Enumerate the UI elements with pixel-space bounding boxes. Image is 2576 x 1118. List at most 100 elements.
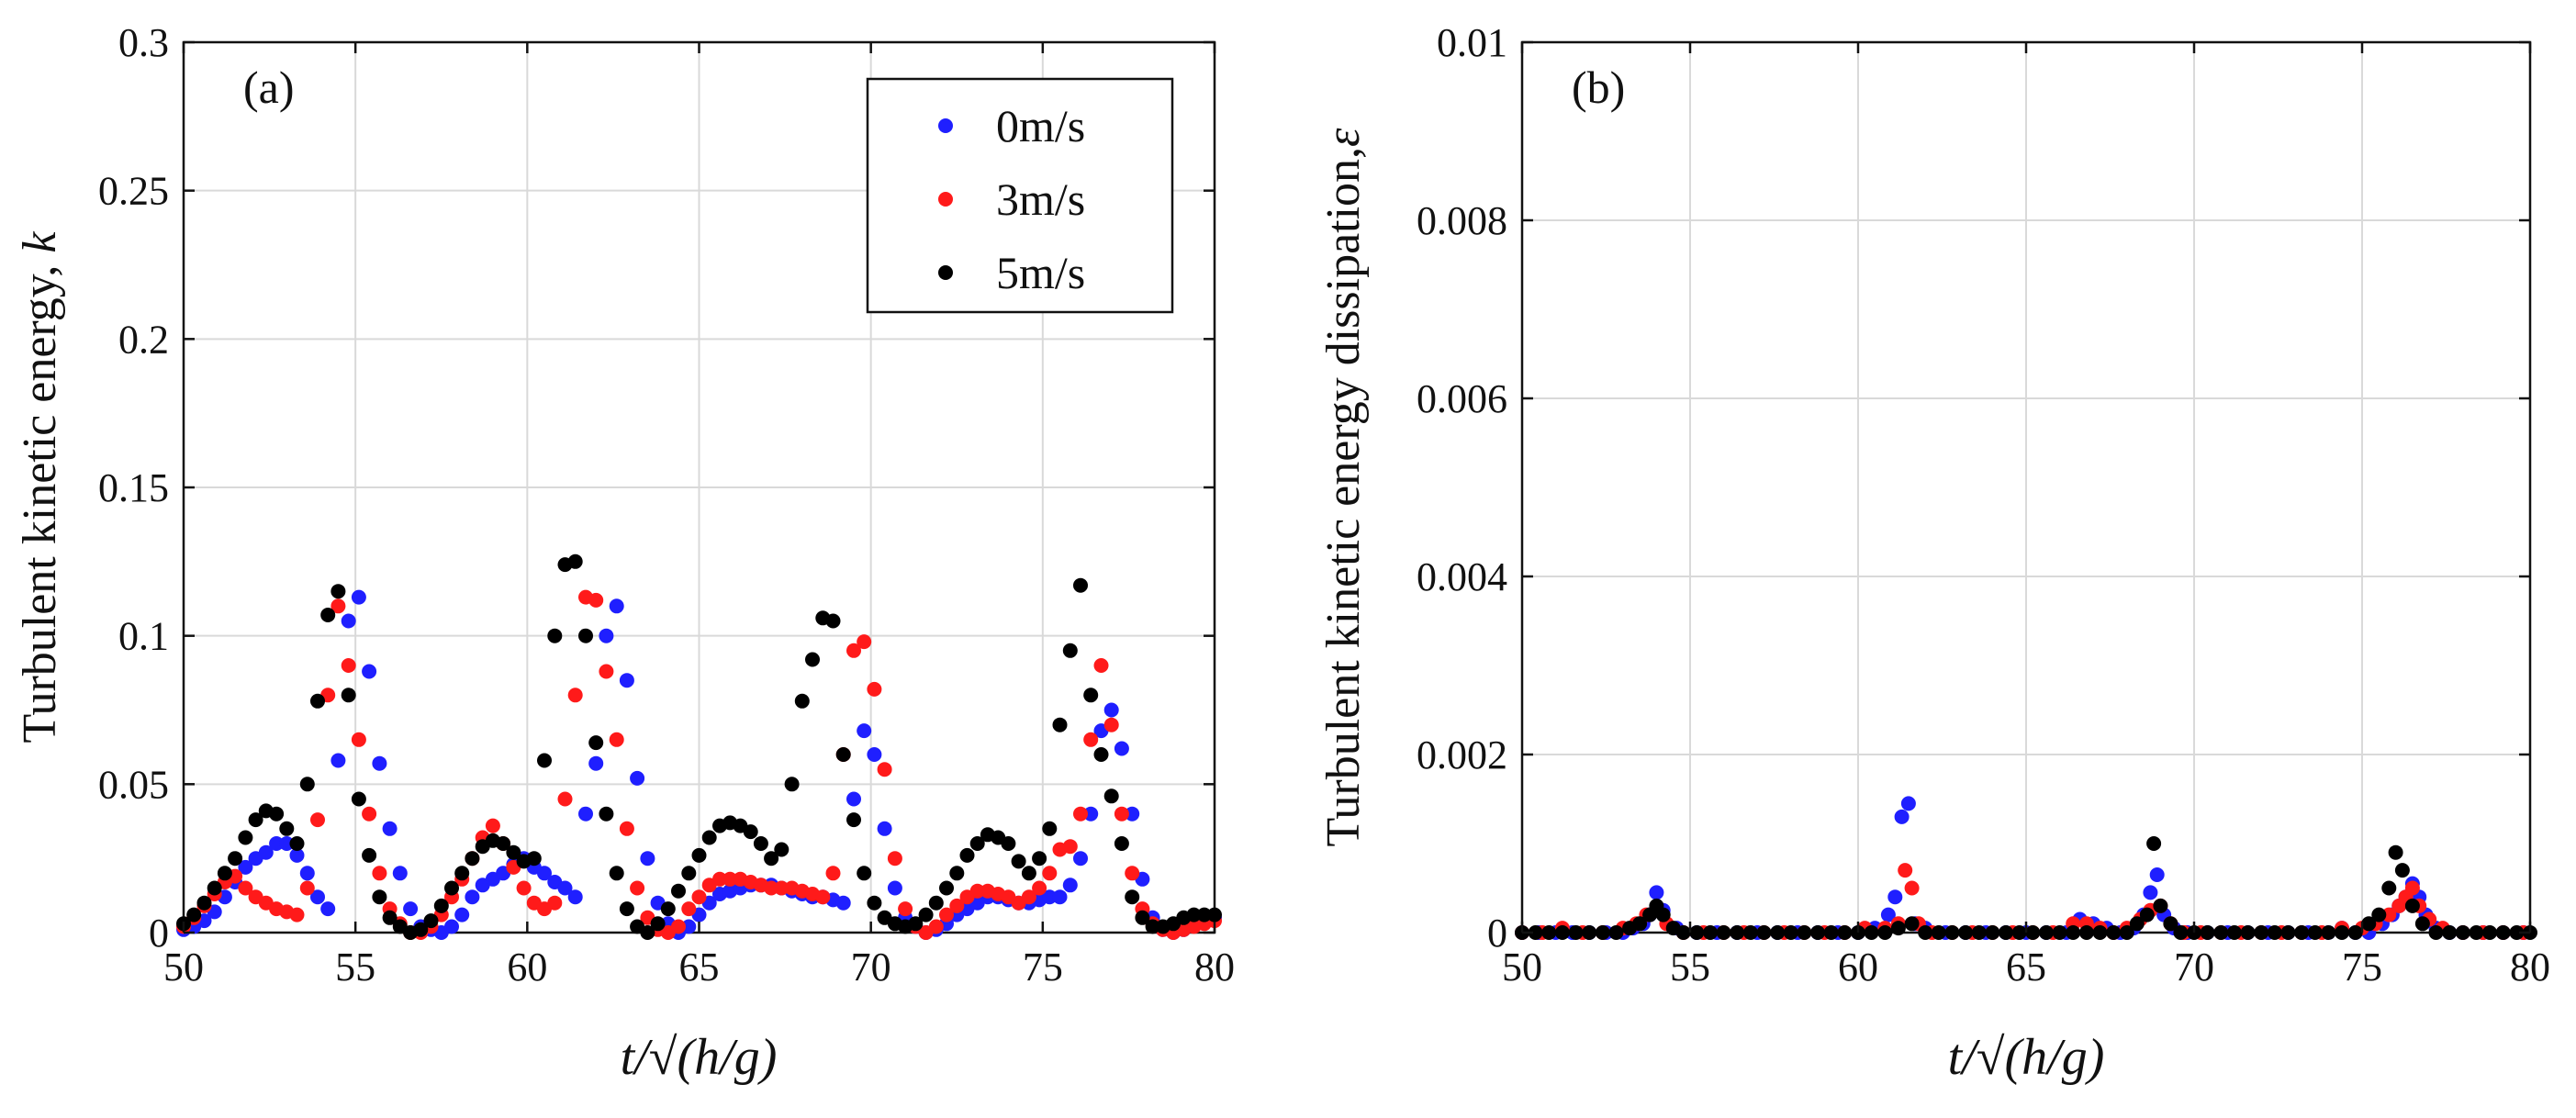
panel-a-point-5ms [650, 916, 666, 932]
panel-b-point-5ms [1655, 907, 1671, 922]
panel-a-point-5ms [640, 925, 655, 940]
panel-a-point-3ms [299, 880, 315, 896]
panel-a-point-3ms [567, 688, 583, 703]
panel-a-point-0ms [372, 755, 387, 771]
panel-a-point-5ms [506, 844, 521, 860]
panel-b-point-3ms [1904, 880, 1920, 896]
panel-b-point-5ms [2078, 925, 2094, 940]
panel-a-point-5ms [1083, 688, 1099, 703]
panel-a-point-5ms [1093, 747, 1109, 762]
panel-a-point-3ms [969, 883, 985, 899]
panel-a-point-0ms [1103, 702, 1119, 718]
panel-b-point-5ms [2404, 898, 2420, 913]
panel-a-xtick-label: 65 [679, 945, 720, 989]
panel-b-point-5ms [1541, 925, 1557, 940]
panel-a-xtick-label: 70 [851, 945, 891, 989]
panel-a-point-5ms [599, 806, 614, 822]
panel-a-point-5ms [619, 901, 634, 917]
panel-a-point-0ms [537, 866, 552, 881]
panel-b-point-5ms [1810, 925, 1826, 940]
panel-a-point-5ms [228, 851, 243, 866]
panel-a-point-5ms [217, 866, 232, 881]
panel-b: 50 55 60 65 70 75 8000.0020.0040.0060.0080.01 … [1317, 20, 2550, 1086]
panel-a-xtick-label: 55 [335, 945, 375, 989]
panel-a-point-3ms [681, 901, 697, 917]
panel-b-point-3ms [1898, 863, 1913, 878]
panel-a-xtick-label: 75 [1023, 945, 1063, 989]
panel-b-point-5ms [1675, 925, 1691, 940]
panel-b-points [1515, 796, 2537, 940]
panel-a-point-0ms [640, 851, 655, 866]
panel-a-point-3ms [516, 880, 532, 896]
panel-a-point-5ms [423, 913, 439, 929]
panel-a-ytick-label: 0.3 [118, 20, 169, 65]
panel-b-point-5ms [1999, 925, 2013, 940]
panel-a-point-5ms [341, 688, 356, 703]
panel-a-point-5ms [279, 821, 295, 836]
panel-b-point-5ms [2321, 925, 2336, 940]
panel-b-point-5ms [2106, 925, 2122, 940]
panel-b-ylabel: Turbulent kinetic energy dissipation,ε [1317, 128, 1370, 847]
panel-a-point-5ms [774, 842, 790, 857]
panel-a-point-3ms [599, 664, 614, 679]
panel-a-point-3ms [722, 871, 738, 887]
panel-a-point-0ms [681, 919, 697, 934]
panel-a-point-0ms [403, 901, 419, 917]
panel-a-point-3ms [547, 895, 563, 911]
panel-a-point-0ms [362, 664, 377, 679]
panel-a-point-0ms [599, 628, 614, 643]
panel-a-point-3ms [712, 871, 727, 887]
panel-b-point-5ms [1742, 925, 1758, 940]
panel-a-point-5ms [1052, 717, 1068, 732]
panel-a-point-5ms [1042, 821, 1058, 836]
panel-b-ytick-label: 0.004 [1417, 554, 1507, 599]
panel-a-point-3ms [238, 880, 253, 896]
panel-a-point-0ms [877, 821, 892, 836]
panel-a-point-0ms [1042, 889, 1058, 905]
panel-a-point-0ms [867, 747, 882, 762]
panel-a-point-0ms [320, 901, 336, 917]
panel-b-point-5ms [2011, 925, 2027, 940]
panel-a-point-0ms [351, 589, 366, 605]
panel-a-point-3ms [289, 907, 305, 922]
panel-a-point-3ms [887, 851, 902, 866]
panel-b-grid [1522, 42, 2530, 933]
panel-a-point-3ms [310, 812, 325, 828]
panel-a-point-5ms [681, 866, 697, 881]
panel-a-point-5ms [362, 847, 377, 863]
panel-a-point-3ms [877, 762, 892, 777]
panel-a-point-5ms [918, 907, 934, 922]
panel-a-point-5ms [1021, 866, 1036, 881]
panel-a-point-3ms [764, 880, 779, 896]
panel-a-point-0ms [392, 866, 408, 881]
panel-b-point-5ms [2469, 925, 2484, 940]
panel-b-point-5ms [1864, 925, 1879, 940]
panel-a-point-3ms [825, 866, 841, 881]
legend-marker-0ms [938, 118, 953, 133]
panel-b-point-5ms [2226, 925, 2242, 940]
panel-a-point-5ms [496, 836, 511, 851]
panel-a-point-3ms [557, 791, 573, 807]
panel-a-point-5ms [867, 895, 882, 911]
panel-b-xtick-label: 50 [1502, 945, 1542, 989]
panel-a-point-5ms [567, 553, 583, 569]
panel-b-point-3ms [2381, 907, 2397, 922]
panel-b-point-5ms [2129, 916, 2145, 932]
panel-a-point-3ms [1083, 732, 1099, 747]
panel-b-point-5ms [2163, 916, 2178, 932]
panel-a-point-0ms [609, 598, 624, 614]
panel-a-point-5ms [743, 824, 758, 840]
panel-a-point-0ms [465, 889, 480, 905]
panel-b-point-0ms [2149, 867, 2165, 882]
panel-a-point-3ms [815, 889, 831, 905]
panel-a-point-5ms [207, 880, 222, 896]
panel-a-point-5ms [660, 901, 676, 917]
panel-a: 50 55 60 65 70 75 80 0 0.05 0.1 0.15 0.2 0.25 0.3 (a)… [14, 20, 1235, 1086]
panel-a-point-5ms [413, 922, 429, 937]
panel-a-point-0ms [846, 791, 861, 807]
panel-a-point-0ms [557, 880, 573, 896]
panel-b-point-5ms [1689, 925, 1705, 940]
panel-a-point-3ms [630, 880, 645, 896]
panel-b-point-5ms [2394, 863, 2410, 878]
panel-a-point-5ms [248, 812, 263, 828]
